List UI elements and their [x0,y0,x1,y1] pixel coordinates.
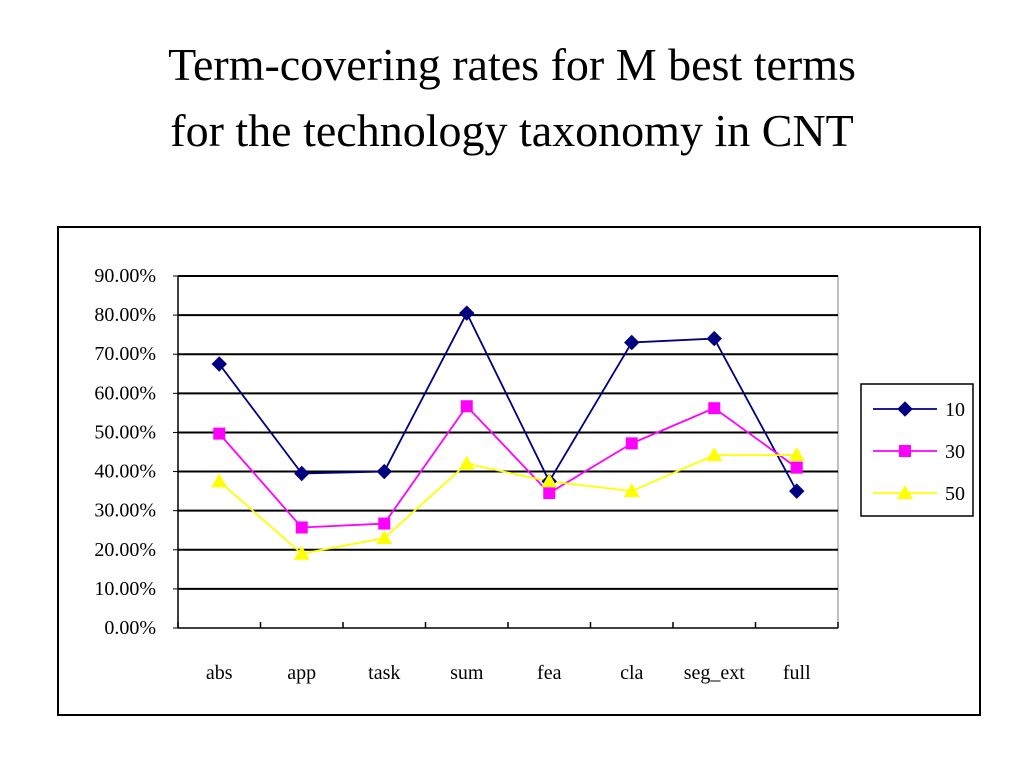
data-point [460,400,473,413]
data-point [295,521,308,534]
data-point [625,437,638,450]
y-tick-label: 80.00% [94,304,156,326]
data-point [541,473,558,488]
data-point [459,305,475,321]
data-point [706,330,722,347]
series-line [218,311,798,492]
x-tick-label: seg_ext [684,662,746,684]
legend: 10 30 50 [860,383,974,517]
legend-marker [897,485,913,499]
data-point [211,356,227,372]
legend-label: 30 [945,441,965,463]
data-point [376,530,393,545]
y-tick-label: 0.00% [104,617,156,639]
legend-label: 10 [945,399,965,421]
y-tick-label: 50.00% [94,421,156,443]
legend-marker [899,445,911,457]
data-point [376,463,392,480]
plot-area [177,275,839,629]
y-tick-label: 60.00% [94,382,156,404]
chart-title-line-2: for the technology taxonomy in CNT [170,105,854,156]
data-point [211,473,228,488]
series-layer [211,305,805,560]
data-point [294,465,310,482]
data-point [543,487,556,500]
series-line [218,454,797,555]
data-point [706,447,723,462]
data-point [708,402,721,415]
y-tick-label: 30.00% [94,500,156,522]
series-line [218,404,798,529]
plot-background [177,275,839,629]
data-point [789,483,805,499]
chart-frame: 0.00% 10.00% 20.00% 30.00% 40.00% 50.00% 60.00… [57,226,981,716]
data-point [624,334,640,351]
data-point [293,545,310,560]
data-point [378,517,391,530]
y-tick-label: 10.00% [94,578,156,600]
data-point [623,483,640,498]
legend-box [860,383,974,517]
y-tick-label: 90.00% [94,265,156,287]
y-tick-label: 20.00% [94,539,156,561]
chart-title-line-1: Term-covering rates for M best terms [168,39,856,90]
x-tick-label: app [287,662,316,684]
y-tick-label: 70.00% [94,343,156,365]
x-tick-label: cla [620,662,643,684]
axes: 0.00% 10.00% 20.00% 30.00% 40.00% 50.00% 60.00… [94,265,839,684]
x-tick-label: fea [537,662,562,684]
line-chart: 0.00% 10.00% 20.00% 30.00% 40.00% 50.00% 60.00… [94,265,974,684]
legend-label: 50 [945,483,965,505]
data-point [788,447,805,462]
data-point [790,461,803,474]
legend-marker [897,401,913,417]
x-tick-label: abs [206,662,233,684]
x-tick-label: full [783,662,811,684]
y-tick-label: 40.00% [94,461,156,483]
data-point [458,455,475,470]
x-tick-label: sum [450,662,484,684]
data-point [213,427,226,440]
x-tick-label: task [368,662,400,684]
